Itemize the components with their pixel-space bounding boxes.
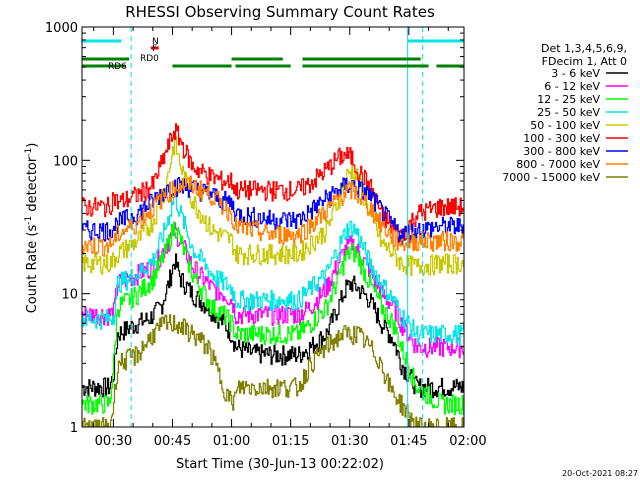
legend-label: 6 - 12 keV (544, 80, 600, 93)
series-line (82, 177, 464, 245)
y-axis-label: Count Rate (s-1 detector-1) (24, 143, 40, 314)
plot-frame (81, 26, 465, 428)
series-layer (82, 27, 464, 427)
series-line (82, 314, 464, 427)
y-axis: 1 10 100 1000 (45, 21, 464, 436)
legend-label: 3 - 6 keV (551, 67, 600, 80)
footer-timestamp: 20-Oct-2021 08:27 (562, 469, 638, 478)
x-axis-label: Start Time (30-Jun-13 00:22:02) (176, 457, 384, 472)
state-bar-label: RD0 (140, 54, 159, 64)
legend-label: 100 - 300 keV (523, 132, 600, 145)
legend-label: 12 - 25 keV (537, 93, 600, 106)
x-tick-label: 00:45 (154, 434, 191, 449)
series-line (82, 123, 464, 244)
y-tick-label: 10 (61, 288, 78, 303)
legend-label: 7000 - 15000 keV (502, 171, 600, 184)
series-line (82, 222, 464, 359)
state-bar-label: N (152, 37, 159, 47)
legend-label: 50 - 100 keV (530, 119, 600, 132)
y-tick-label: 1 (70, 421, 78, 436)
series-line (82, 253, 464, 399)
legend-label: 300 - 800 keV (523, 145, 600, 158)
series-line (82, 175, 464, 257)
x-tick-label: 01:00 (213, 434, 250, 449)
state-bar-label: RD6 (108, 62, 127, 72)
legend-header: Det 1,3,4,5,6,9, (541, 42, 627, 55)
x-axis: 00:30 00:45 01:00 01:15 01:30 01:45 02:00 (93, 27, 487, 449)
legend: Det 1,3,4,5,6,9,FDecim 1, Att 03 - 6 keV… (502, 42, 628, 184)
state-bar-label: F (152, 44, 157, 54)
y-tick-label: 100 (53, 154, 78, 169)
x-tick-label: 01:30 (331, 434, 368, 449)
series-line (82, 191, 464, 346)
x-tick-label: 01:15 (272, 434, 309, 449)
legend-header: FDecim 1, Att 0 (542, 55, 627, 68)
legend-label: 25 - 50 keV (537, 106, 600, 119)
x-tick-label: 01:45 (390, 434, 427, 449)
series-line (82, 135, 464, 277)
x-tick-label: 00:30 (95, 434, 132, 449)
series-line (82, 221, 464, 416)
legend-label: 800 - 7000 keV (516, 158, 600, 171)
x-tick-label: 02:00 (449, 434, 486, 449)
chart-title: RHESSI Observing Summary Count Rates (125, 3, 435, 21)
y-tick-label: 1000 (45, 21, 78, 36)
